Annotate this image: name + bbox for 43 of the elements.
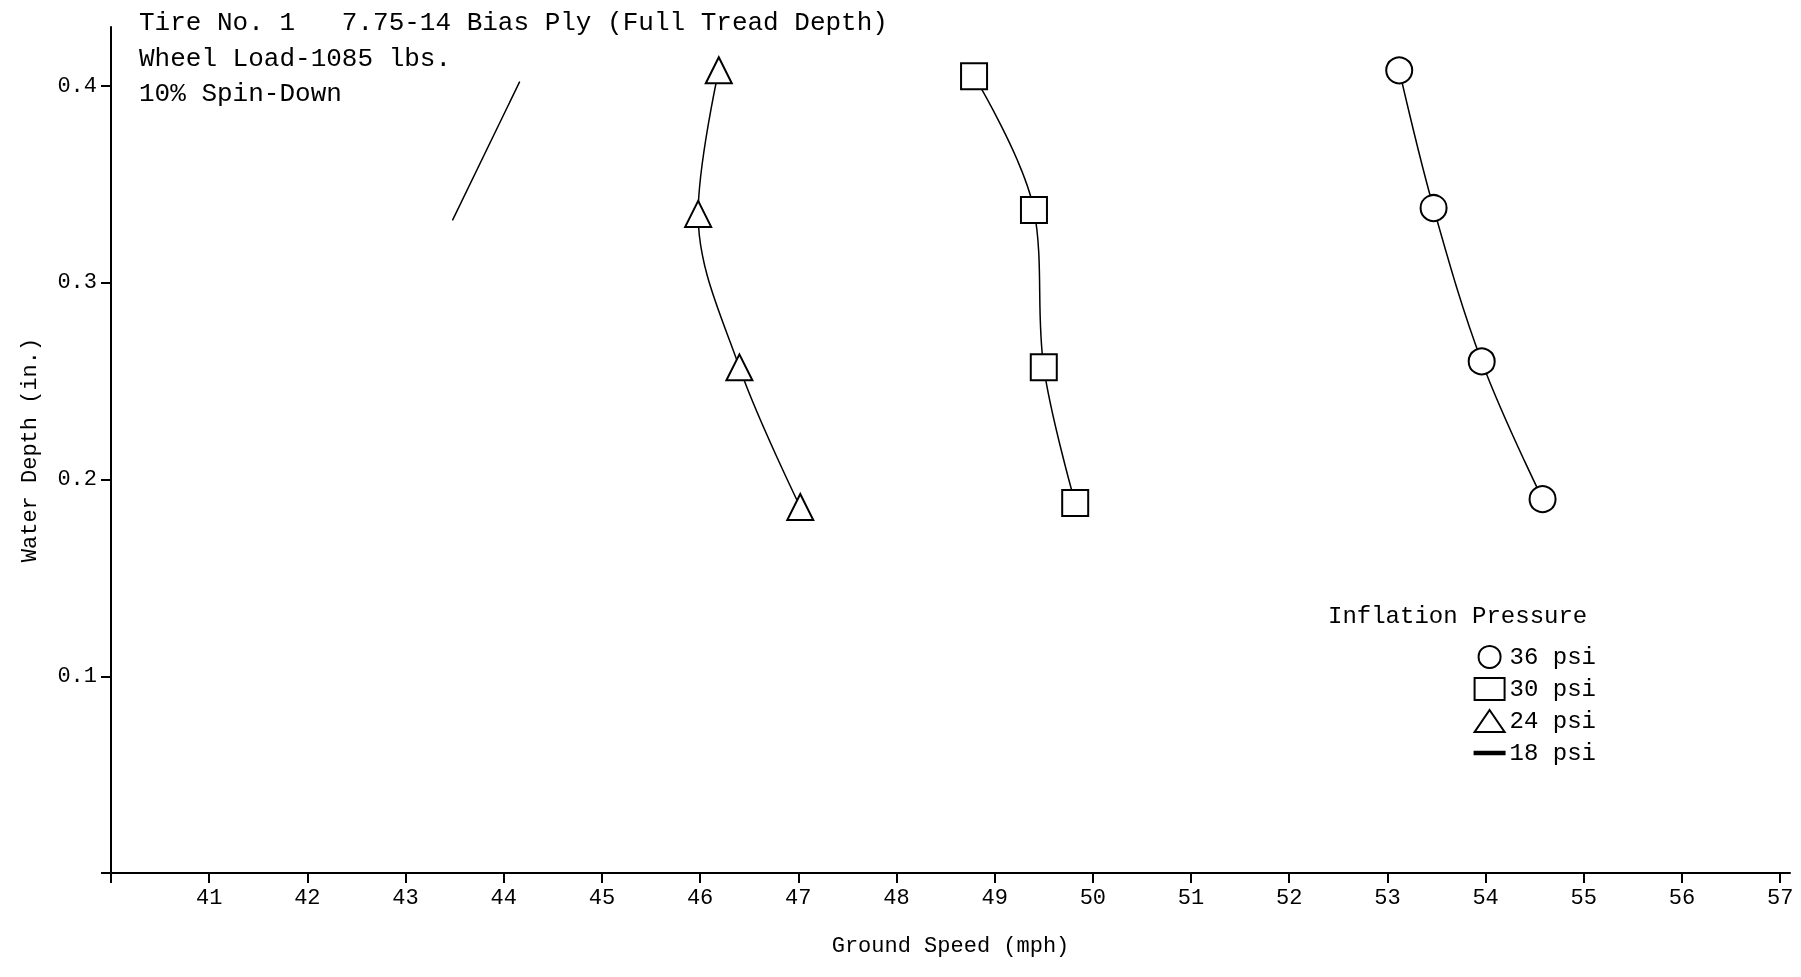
y-tick-label: 0.3	[57, 270, 97, 296]
x-tick-label: 53	[1374, 885, 1401, 911]
x-axis-title: Ground Speed (mph)	[831, 933, 1070, 959]
annotation: Wheel Load-1085 lbs.	[139, 44, 452, 74]
point	[786, 493, 815, 522]
chart-title: Tire No. 1 7.75-14 Bias Ply (Full Tread Depth)	[139, 8, 888, 38]
point	[1419, 194, 1448, 222]
x-tick-label: 43	[392, 885, 419, 911]
x-tick-label: 50	[1079, 885, 1107, 911]
legend-label: 36 psi	[1509, 643, 1597, 671]
x-tick-label: 54	[1472, 885, 1499, 911]
x-tick-label: 48	[883, 885, 910, 911]
point	[1385, 56, 1414, 85]
point	[1019, 195, 1048, 224]
point	[684, 199, 713, 228]
x-tick-label: 56	[1668, 885, 1696, 911]
annotation: 10% Spin-Down	[139, 79, 342, 109]
point	[1467, 347, 1496, 376]
point	[1029, 353, 1058, 382]
x-tick-label: 51	[1177, 885, 1205, 911]
point	[704, 56, 733, 85]
legend-label: 30 psi	[1509, 675, 1597, 703]
y-tick-label: 0.1	[57, 663, 97, 689]
x-tick-label: 44	[490, 885, 517, 911]
y-tick-label: 0.2	[57, 467, 97, 493]
point	[1528, 485, 1557, 514]
point	[1061, 489, 1090, 518]
x-tick-label: 45	[588, 885, 616, 911]
x-tick-label: 47	[785, 885, 812, 911]
point	[725, 353, 754, 382]
legend-label: 18 psi	[1509, 739, 1597, 767]
x-tick-label: 42	[294, 885, 321, 911]
x-tick-label: 55	[1570, 885, 1598, 911]
x-tick-label: 49	[981, 885, 1008, 911]
x-tick-label: 57	[1766, 885, 1794, 911]
point	[960, 62, 989, 91]
y-axis-title: Water Depth (in.)	[17, 337, 43, 563]
x-tick-label: 46	[686, 885, 714, 911]
legend-title: Inflation Pressure	[1328, 602, 1588, 630]
legend-label: 24 psi	[1509, 707, 1597, 735]
x-tick-label: 41	[195, 885, 223, 911]
y-tick-label: 0.4	[57, 73, 97, 99]
x-tick-label: 52	[1276, 885, 1303, 911]
